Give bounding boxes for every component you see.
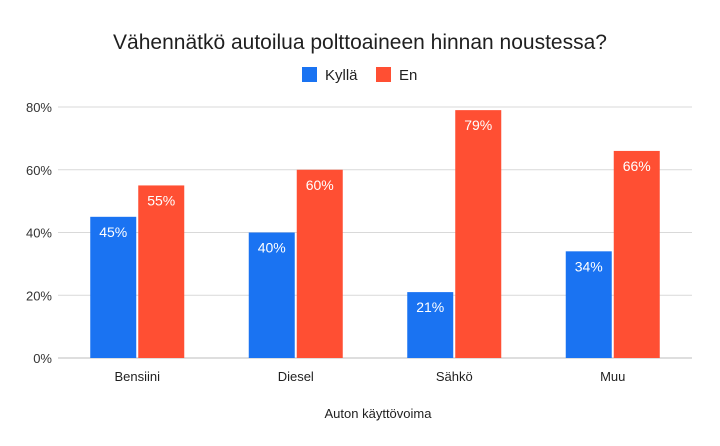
bar-value-label: 55%	[147, 192, 175, 208]
legend-swatch	[302, 67, 317, 82]
bar-en-diesel	[296, 169, 343, 358]
x-category-label: Bensiini	[114, 369, 160, 384]
bar-kyllä-sähkö	[407, 292, 454, 358]
bar-kyllä-muu	[565, 251, 612, 358]
bar-kyllä-diesel	[248, 232, 295, 358]
legend-label: En	[399, 67, 417, 84]
y-tick-label: 80%	[26, 100, 52, 115]
y-tick-label: 0%	[33, 351, 52, 366]
bar-en-muu	[613, 150, 660, 358]
x-axis-title: Auton käyttövoima	[325, 406, 433, 421]
x-category-label: Muu	[600, 369, 625, 384]
y-tick-label: 20%	[26, 288, 52, 303]
x-category-label: Sähkö	[436, 369, 473, 384]
y-tick-label: 40%	[26, 226, 52, 241]
x-category-label: Diesel	[278, 369, 314, 384]
bars: 45% 55% 40% 60% 21% 79% 34% 66%	[90, 110, 660, 358]
bar-value-label: 66%	[623, 158, 651, 174]
bar-kyllä-bensiini	[90, 216, 137, 358]
legend-swatch	[376, 67, 391, 82]
bar-value-label: 40%	[258, 240, 286, 256]
bar-value-label: 79%	[464, 117, 492, 133]
chart-title: Vähennätkö autoilua polttoaineen hinnan …	[113, 31, 607, 54]
legend-label: Kyllä	[325, 67, 358, 84]
bar-value-label: 45%	[99, 224, 127, 240]
bar-en-sähkö	[455, 110, 502, 358]
y-tick-label: 60%	[26, 163, 52, 178]
bar-value-label: 60%	[306, 177, 334, 193]
y-axis-ticks: 0% 20% 40% 60% 80%	[26, 100, 52, 366]
bar-en-bensiini	[138, 185, 185, 358]
legend: Kyllä En	[302, 67, 417, 84]
bar-value-label: 34%	[575, 258, 603, 274]
bar-value-label: 21%	[416, 299, 444, 315]
x-axis-categories: Bensiini Diesel Sähkö Muu	[114, 369, 625, 384]
